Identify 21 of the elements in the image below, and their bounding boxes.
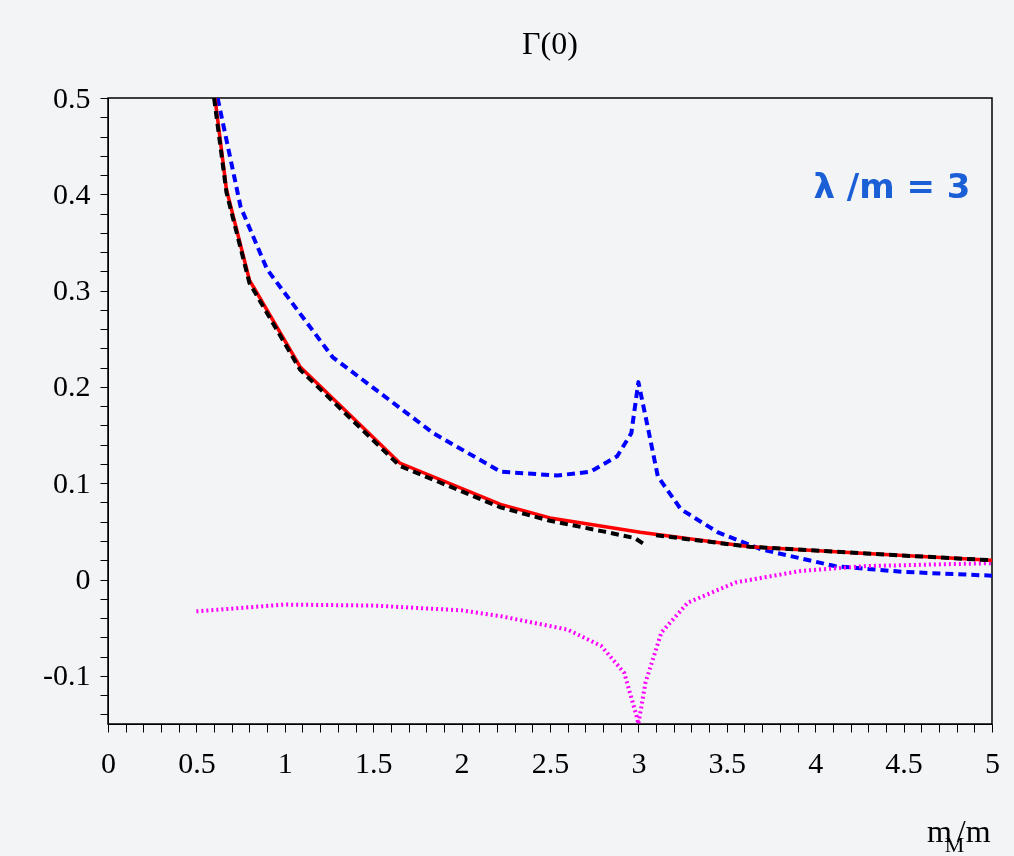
- y-tick-label: 0.5: [53, 80, 91, 114]
- x-tick-label: 4.5: [885, 745, 923, 779]
- x-tick-label: 2.5: [531, 745, 570, 779]
- x-tick-label: 3.5: [708, 745, 747, 779]
- y-tick-label: 0.2: [53, 369, 91, 403]
- x-tick-label: 0.5: [178, 745, 216, 779]
- x-tick-label: 0: [101, 745, 116, 779]
- chart-title: Γ(0): [522, 25, 578, 61]
- x-tick-label: 4: [808, 745, 824, 779]
- x-tick-label: 2: [454, 745, 470, 779]
- y-tick-label: 0: [75, 562, 91, 596]
- y-tick-label: 0.4: [53, 176, 91, 210]
- annotation: λ /m = 3: [813, 166, 971, 206]
- y-tick-label: -0.1: [43, 658, 91, 692]
- x-tick-label: 5: [985, 745, 1000, 779]
- line-series: [194, 561, 992, 724]
- x-tick-label: 1.5: [354, 745, 393, 779]
- x-tick-label: 1: [277, 745, 293, 779]
- y-tick-label: 0.1: [53, 465, 91, 499]
- x-tick-label: 3: [631, 745, 647, 779]
- y-tick-label: 0.3: [53, 273, 91, 307]
